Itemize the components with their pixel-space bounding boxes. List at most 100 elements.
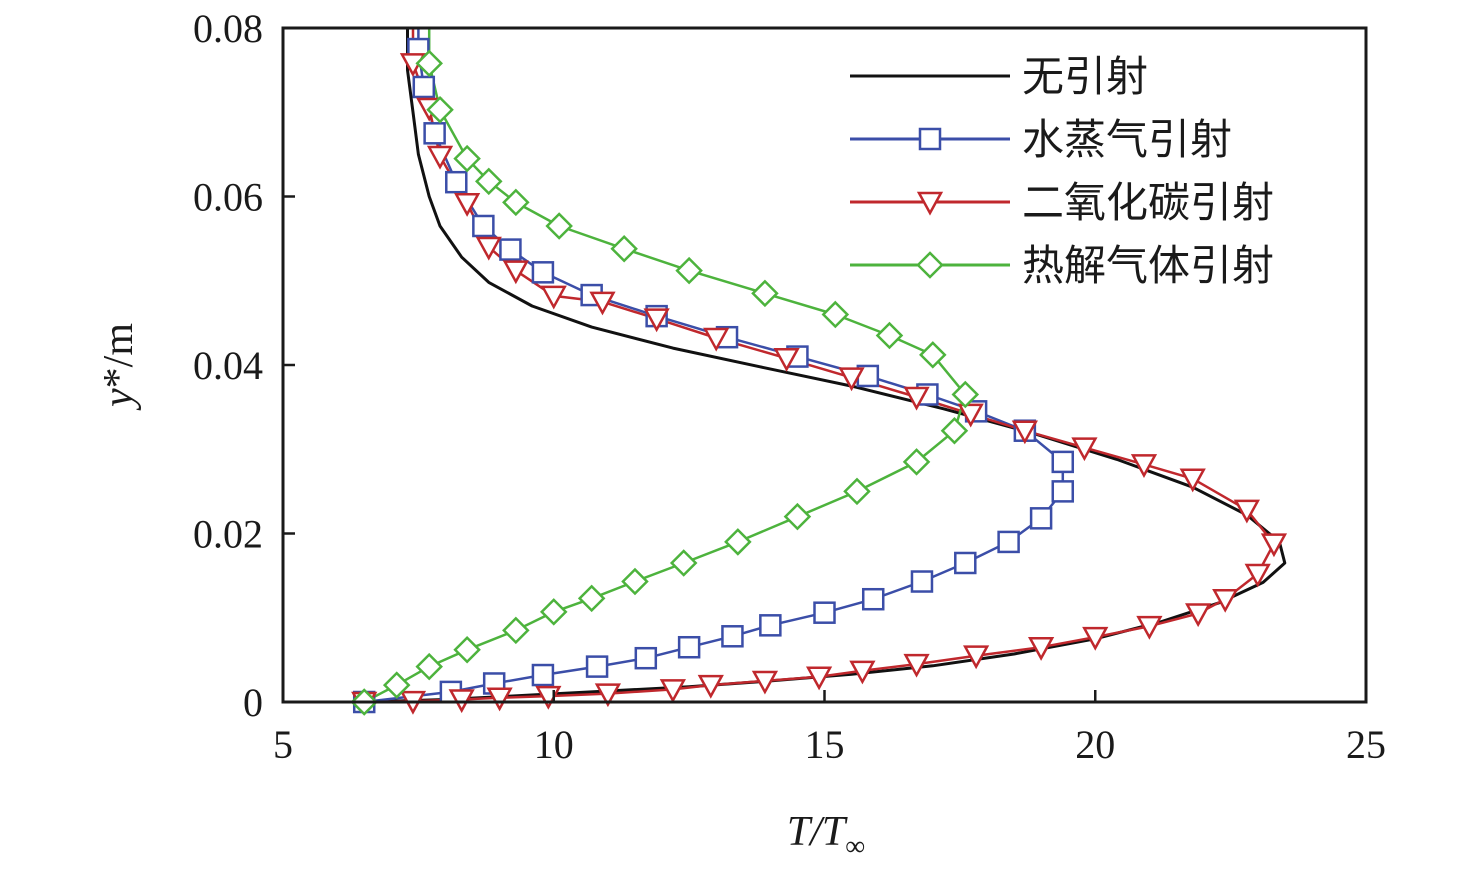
x-tick-label-1: 10 xyxy=(534,722,574,767)
series-1-point-4 xyxy=(585,655,609,678)
series-2-point-28 xyxy=(773,348,800,372)
legend-marker-1 xyxy=(918,127,942,151)
y-tick-label-2: 0.04 xyxy=(193,343,263,388)
y-axis-title-main: y xyxy=(96,388,142,411)
series-2-point-16 xyxy=(1185,603,1212,628)
x-axis-title: T/T∞ xyxy=(787,809,865,862)
series-2-point-8 xyxy=(751,670,779,695)
series-2-point-20 xyxy=(1233,499,1260,524)
series-3-point-4 xyxy=(502,616,530,645)
series-1-point-7 xyxy=(721,625,744,648)
series-3-point-3 xyxy=(453,635,481,664)
series-3-point-2 xyxy=(415,652,443,681)
series-1-point-11 xyxy=(910,570,934,593)
series-3-point-20 xyxy=(610,234,638,263)
series-2-point-18 xyxy=(1244,563,1271,588)
legend-label-2: 二氧化碳引射 xyxy=(1022,178,1274,227)
series-2-point-25 xyxy=(957,403,984,428)
series-3-point-23 xyxy=(475,167,503,196)
series-2-point-23 xyxy=(1071,437,1098,462)
series-line-3 xyxy=(363,28,967,704)
y-axis-title-rest: */m xyxy=(96,323,142,389)
series-2-point-35 xyxy=(453,192,481,217)
series-3-point-26 xyxy=(415,49,443,78)
series-2-point-33 xyxy=(502,260,529,285)
legend-label-0: 无引射 xyxy=(1022,52,1148,101)
series-2-point-3 xyxy=(486,687,513,712)
series-1-point-13 xyxy=(997,530,1020,554)
series-2-point-24 xyxy=(1011,420,1038,445)
series-1-point-5 xyxy=(634,646,658,670)
legend-marker-shape-3 xyxy=(916,251,944,279)
series-1-point-3 xyxy=(531,663,555,687)
series-1-point-26 xyxy=(499,238,522,261)
series-3-point-24 xyxy=(453,144,481,173)
series-line-1 xyxy=(364,28,1065,704)
series-2-point-10 xyxy=(849,660,876,685)
series-3-point-14 xyxy=(951,380,980,409)
series-3-point-21 xyxy=(545,212,573,240)
series-3-point-12 xyxy=(902,448,931,476)
series-1-point-9 xyxy=(813,601,836,624)
series-3-point-22 xyxy=(502,188,530,217)
x-tick-label-2: 15 xyxy=(805,722,845,767)
series-markers xyxy=(350,37,1288,716)
y-axis-title: y*/m xyxy=(96,323,142,411)
series-2-point-5 xyxy=(594,683,622,708)
series-1-point-14 xyxy=(1029,507,1053,530)
x-axis-title-subscript: ∞ xyxy=(845,831,865,862)
series-1-point-12 xyxy=(954,551,977,575)
series-3-point-17 xyxy=(821,300,850,329)
y-tick-label-1: 0.02 xyxy=(193,512,263,557)
series-2-point-34 xyxy=(475,236,502,261)
series-2-point-22 xyxy=(1130,454,1158,479)
legend-marker-shape-2 xyxy=(916,191,944,216)
series-3-point-19 xyxy=(675,256,703,285)
series-1-point-27 xyxy=(472,214,495,238)
axis-ticks: 5 10 15 20 25 0 0.02 0.04 0.06 0.08 xyxy=(193,6,1386,767)
x-tick-label-3: 20 xyxy=(1075,722,1115,767)
series-2-point-11 xyxy=(903,653,930,678)
legend-label-1: 水蒸气引射 xyxy=(1022,115,1232,164)
series-2-point-36 xyxy=(426,145,454,170)
series-3-point-5 xyxy=(539,598,568,626)
series-2-point-21 xyxy=(1179,468,1206,493)
series-3-point-7 xyxy=(621,567,649,596)
y-tick-label-0: 0 xyxy=(243,680,263,725)
series-2-point-12 xyxy=(963,645,990,670)
series-3-point-6 xyxy=(577,584,606,613)
series-1-point-16 xyxy=(1051,450,1075,474)
series-2-point-7 xyxy=(697,674,724,699)
legend: 无引射 水蒸气引射 二氧化碳引射 热解气体引射 xyxy=(850,52,1274,290)
series-3-point-15 xyxy=(919,341,947,369)
series-2-point-13 xyxy=(1027,636,1055,661)
series-3-point-10 xyxy=(783,502,812,531)
legend-marker-2 xyxy=(916,191,944,216)
series-2-point-14 xyxy=(1082,626,1109,651)
series-3-point-9 xyxy=(724,528,752,556)
series-2-point-27 xyxy=(838,367,865,392)
series-2-point-15 xyxy=(1136,615,1163,640)
legend-label-3: 热解气体引射 xyxy=(1022,241,1274,290)
series-1-point-15 xyxy=(1051,480,1075,503)
series-1-point-10 xyxy=(861,587,885,611)
series-2-point-30 xyxy=(643,308,670,333)
x-axis-title-main: T/T xyxy=(787,809,848,855)
series-3-point-25 xyxy=(426,95,454,124)
series-3-point-13 xyxy=(940,416,969,445)
series-3-point-16 xyxy=(875,321,904,350)
series-1-point-6 xyxy=(677,635,701,659)
legend-marker-shape-1 xyxy=(918,127,942,151)
series-1-point-30 xyxy=(412,75,436,99)
series-2-point-17 xyxy=(1212,588,1239,613)
series-2-point-9 xyxy=(805,666,833,691)
series-2-point-26 xyxy=(903,386,930,411)
series-2-point-31 xyxy=(589,291,616,316)
series-2-point-32 xyxy=(540,285,567,310)
series-2-point-6 xyxy=(659,679,686,703)
series-3-point-11 xyxy=(843,477,871,506)
series-2-point-2 xyxy=(448,689,475,714)
series-2-point-19 xyxy=(1260,533,1288,558)
series-1-point-29 xyxy=(423,122,446,145)
